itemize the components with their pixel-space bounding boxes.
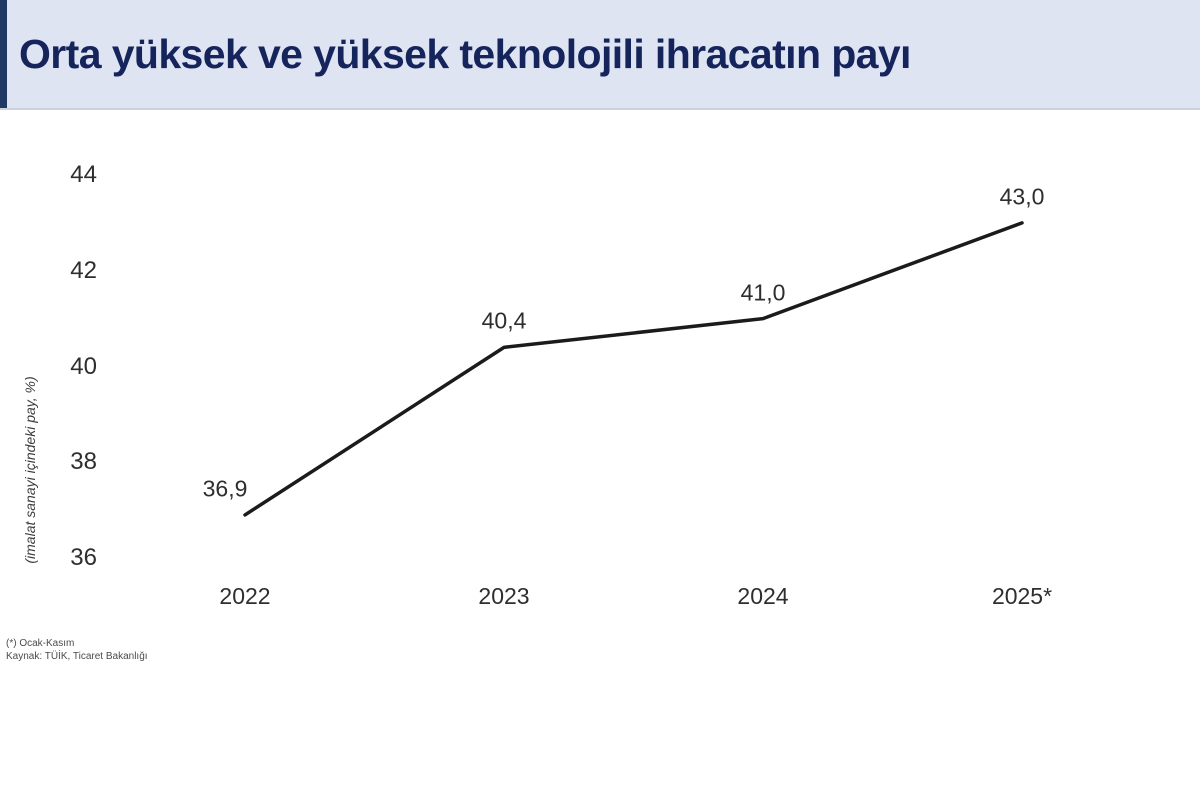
footnote-line2: Kaynak: TÜİK, Ticaret Bakanlığı bbox=[6, 651, 148, 662]
x-tick-label: 2023 bbox=[478, 583, 530, 609]
header-accent-bar bbox=[0, 0, 7, 108]
y-tick-label: 38 bbox=[70, 448, 97, 476]
page-title: Orta yüksek ve yüksek teknolojili ihraca… bbox=[19, 30, 911, 77]
y-tick-label: 40 bbox=[70, 352, 97, 380]
header-band: Orta yüksek ve yüksek teknolojili ihraca… bbox=[0, 0, 1200, 110]
y-tick-label: 44 bbox=[70, 161, 97, 188]
chart-area: (imalat sanayi içindeki pay, %) 44 42 40 38… bbox=[0, 110, 1200, 640]
footnote-line1: (*) Ocak-Kasım bbox=[6, 638, 75, 649]
data-point-label: 36,9 bbox=[202, 475, 248, 502]
x-tick-label: 2022 bbox=[219, 583, 271, 609]
page: Orta yüksek ve yüksek teknolojili ihraca… bbox=[0, 0, 1200, 663]
line-series-svg bbox=[243, 221, 1024, 517]
data-point-label: 43,0 bbox=[999, 183, 1045, 210]
y-tick-label: 42 bbox=[70, 256, 97, 284]
line-series bbox=[243, 221, 1024, 517]
footnote: (*) Ocak-Kasım Kaynak: TÜİK, Ticaret Bak… bbox=[6, 637, 148, 663]
data-point-label: 40,4 bbox=[481, 307, 527, 334]
data-point-label: 41,0 bbox=[740, 279, 786, 306]
x-tick-label: 2024 bbox=[737, 583, 789, 609]
y-tick-label: 36 bbox=[70, 544, 97, 571]
x-tick-label: 2025* bbox=[991, 583, 1053, 609]
